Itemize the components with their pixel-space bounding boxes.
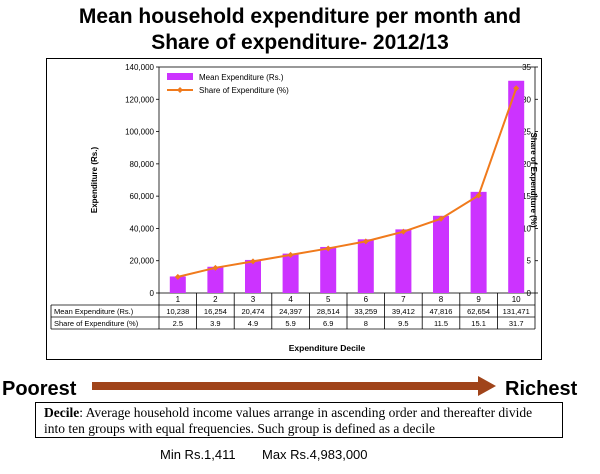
legend-line-marker bbox=[177, 87, 183, 93]
table-cell: 33,259 bbox=[354, 307, 377, 316]
x-axis-title: Expenditure Decile bbox=[289, 343, 366, 353]
table-cell: 5.9 bbox=[285, 319, 295, 328]
bar-decile-1 bbox=[169, 276, 186, 293]
table-cell: 31.7 bbox=[509, 319, 524, 328]
share-marker-decile-4 bbox=[287, 251, 294, 258]
table-cell: 15.1 bbox=[471, 319, 486, 328]
table-cell: 39,412 bbox=[392, 307, 415, 316]
richest-label: Richest bbox=[505, 378, 578, 400]
note-text: : Average household income values arrang… bbox=[44, 405, 533, 436]
table-row-label: Mean Expenditure (Rs.) bbox=[54, 307, 134, 316]
table-cell: 3.9 bbox=[210, 319, 220, 328]
bar-decile-2 bbox=[207, 266, 224, 293]
x-tick-label: 2 bbox=[213, 295, 218, 304]
y-tick-label: 20,000 bbox=[130, 257, 155, 266]
wealth-direction-arrow: Poorest Richest bbox=[0, 366, 600, 406]
y2-tick-label: 20 bbox=[522, 160, 531, 169]
y-tick-label: 80,000 bbox=[130, 160, 155, 169]
x-tick-label: 8 bbox=[439, 295, 444, 304]
table-cell: 24,397 bbox=[279, 307, 302, 316]
x-tick-label: 6 bbox=[364, 295, 369, 304]
chart-title-line1: Mean household expenditure per month and bbox=[78, 5, 522, 28]
table-cell: 16,254 bbox=[204, 307, 227, 316]
bar-decile-9 bbox=[470, 191, 487, 293]
x-tick-label: 4 bbox=[288, 295, 293, 304]
share-marker-decile-10 bbox=[513, 85, 520, 92]
share-marker-decile-1 bbox=[174, 273, 181, 280]
x-tick-label: 10 bbox=[512, 295, 521, 304]
y-tick-label: 140,000 bbox=[125, 63, 154, 72]
y-tick-label: 100,000 bbox=[125, 128, 154, 137]
y-tick-label: 120,000 bbox=[125, 95, 154, 104]
share-marker-decile-8 bbox=[438, 215, 444, 222]
x-tick-label: 7 bbox=[401, 295, 406, 304]
legend-line-label: Share of Expenditure (%) bbox=[199, 86, 289, 95]
y2-tick-label: 15 bbox=[522, 192, 531, 201]
poorest-label: Poorest bbox=[2, 378, 77, 400]
y2-axis-title: Share of Expenditure (%) bbox=[529, 132, 538, 227]
bar-decile-5 bbox=[320, 246, 337, 293]
table-cell: 28,514 bbox=[317, 307, 340, 316]
table-row-label: Share of Expenditure (%) bbox=[54, 319, 139, 328]
y-axis-title: Expenditure (Rs.) bbox=[90, 147, 99, 214]
share-marker-decile-5 bbox=[325, 245, 332, 252]
max-expenditure-label: Max Rs.4,983,000 bbox=[262, 447, 368, 462]
legend-bar-swatch bbox=[167, 73, 193, 80]
combo-chart: 0 20,000 40,000 60,000 80,000 100,000 120,000 1… bbox=[50, 63, 538, 353]
y-tick-label: 60,000 bbox=[130, 192, 155, 201]
share-marker-decile-3 bbox=[250, 258, 256, 265]
table-cell: 2.5 bbox=[173, 319, 183, 328]
arrow-head bbox=[478, 376, 496, 396]
y2-tick-label: 30 bbox=[522, 95, 531, 104]
x-tick-label: 3 bbox=[251, 295, 256, 304]
legend-bar-label: Mean Expenditure (Rs.) bbox=[199, 73, 284, 82]
decile-definition-note: Decile: Average household income values … bbox=[35, 402, 563, 438]
bar-decile-6 bbox=[357, 239, 374, 293]
y-tick-label: 40,000 bbox=[130, 224, 155, 233]
bar-decile-7 bbox=[395, 229, 412, 293]
share-marker-decile-9 bbox=[475, 192, 482, 199]
x-tick-label: 9 bbox=[476, 295, 481, 304]
x-tick-label: 5 bbox=[326, 295, 331, 304]
x-tick-label: 1 bbox=[176, 295, 181, 304]
y2-tick-label: 10 bbox=[522, 224, 531, 233]
share-marker-decile-2 bbox=[212, 264, 219, 271]
bar-decile-8 bbox=[433, 215, 449, 293]
y2-tick-label: 35 bbox=[522, 63, 531, 72]
share-marker-decile-7 bbox=[400, 228, 407, 235]
bar-decile-10 bbox=[508, 80, 525, 293]
y2-tick-label: 25 bbox=[522, 128, 531, 137]
table-cell: 4.9 bbox=[248, 319, 258, 328]
table-cell: 131,471 bbox=[503, 307, 530, 316]
table-cell: 8 bbox=[364, 319, 368, 328]
table-cell: 20,474 bbox=[242, 307, 265, 316]
arrow-shaft bbox=[92, 382, 480, 390]
share-marker-decile-6 bbox=[362, 238, 369, 245]
bar-decile-4 bbox=[282, 253, 299, 293]
table-cell: 11.5 bbox=[434, 319, 448, 328]
share-line bbox=[177, 87, 518, 278]
chart-area: 0 20,000 40,000 60,000 80,000 100,000 120,000 1… bbox=[46, 58, 542, 360]
bar-decile-3 bbox=[245, 259, 261, 293]
note-term: Decile bbox=[44, 405, 80, 420]
y-tick-label: 0 bbox=[150, 289, 155, 298]
table-cell: 6.9 bbox=[323, 319, 333, 328]
min-expenditure-label: Min Rs.1,411 bbox=[160, 447, 236, 462]
chart-title-line2: Share of expenditure- 2012/13 bbox=[151, 31, 449, 54]
table-cell: 9.5 bbox=[398, 319, 408, 328]
table-cell: 47,816 bbox=[430, 307, 453, 316]
arrow-graphic bbox=[92, 376, 496, 396]
table-cell: 62,654 bbox=[467, 307, 490, 316]
y2-tick-label: 5 bbox=[527, 257, 532, 266]
table-cell: 10,238 bbox=[166, 307, 189, 316]
y2-tick-label: 0 bbox=[527, 289, 532, 298]
